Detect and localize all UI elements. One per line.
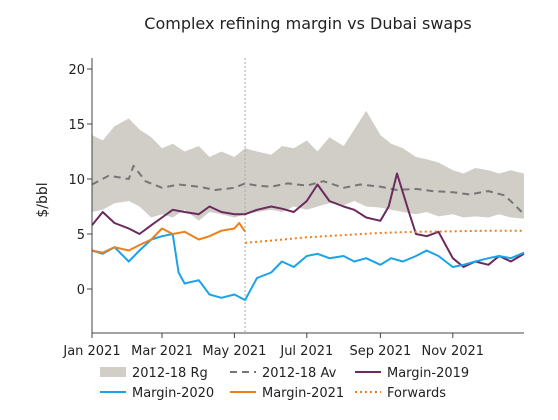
legend-label: 2012-18 Av [262, 366, 337, 381]
y-tick-label: 15 [68, 118, 85, 133]
x-tick-label: Sep 2021 [350, 344, 412, 359]
series-line-3 [91, 222, 246, 254]
legend-label: Margin-2020 [132, 386, 214, 401]
x-tick-label: Jan 2021 [62, 344, 120, 359]
legend-label: Margin-2021 [262, 386, 344, 401]
legend-label: Margin-2019 [387, 366, 469, 381]
y-tick-label: 10 [68, 173, 85, 188]
x-tick-label: Nov 2021 [421, 344, 484, 359]
legend: 2012-18 Rg 2012-18 Av Margin-2019 Margin-20… [100, 366, 469, 401]
x-tick-label: May 2021 [202, 344, 266, 359]
legend-label: 2012-18 Rg [132, 366, 208, 381]
series-line-1 [91, 172, 525, 268]
band-range-area [92, 110, 524, 221]
series-line-2 [91, 233, 525, 301]
y-tick-label: 5 [77, 228, 85, 243]
chart-title: Complex refining margin vs Dubai swaps [144, 14, 471, 33]
plot-area: 0 5 10 15 20 Jan 2021 Mar 2021 May 2021 Jul 2021… [62, 58, 525, 359]
legend-swatch-band [100, 367, 126, 377]
y-axis-label: $/bbl [35, 182, 51, 217]
series-line-4 [245, 229, 524, 244]
x-tick-label: Mar 2021 [131, 344, 193, 359]
legend-label: Forwards [387, 386, 446, 401]
y-tick-label: 0 [77, 283, 85, 298]
x-tick-label: Jul 2021 [279, 344, 333, 359]
series-line-0 [91, 164, 525, 215]
y-tick-label: 20 [68, 63, 85, 78]
